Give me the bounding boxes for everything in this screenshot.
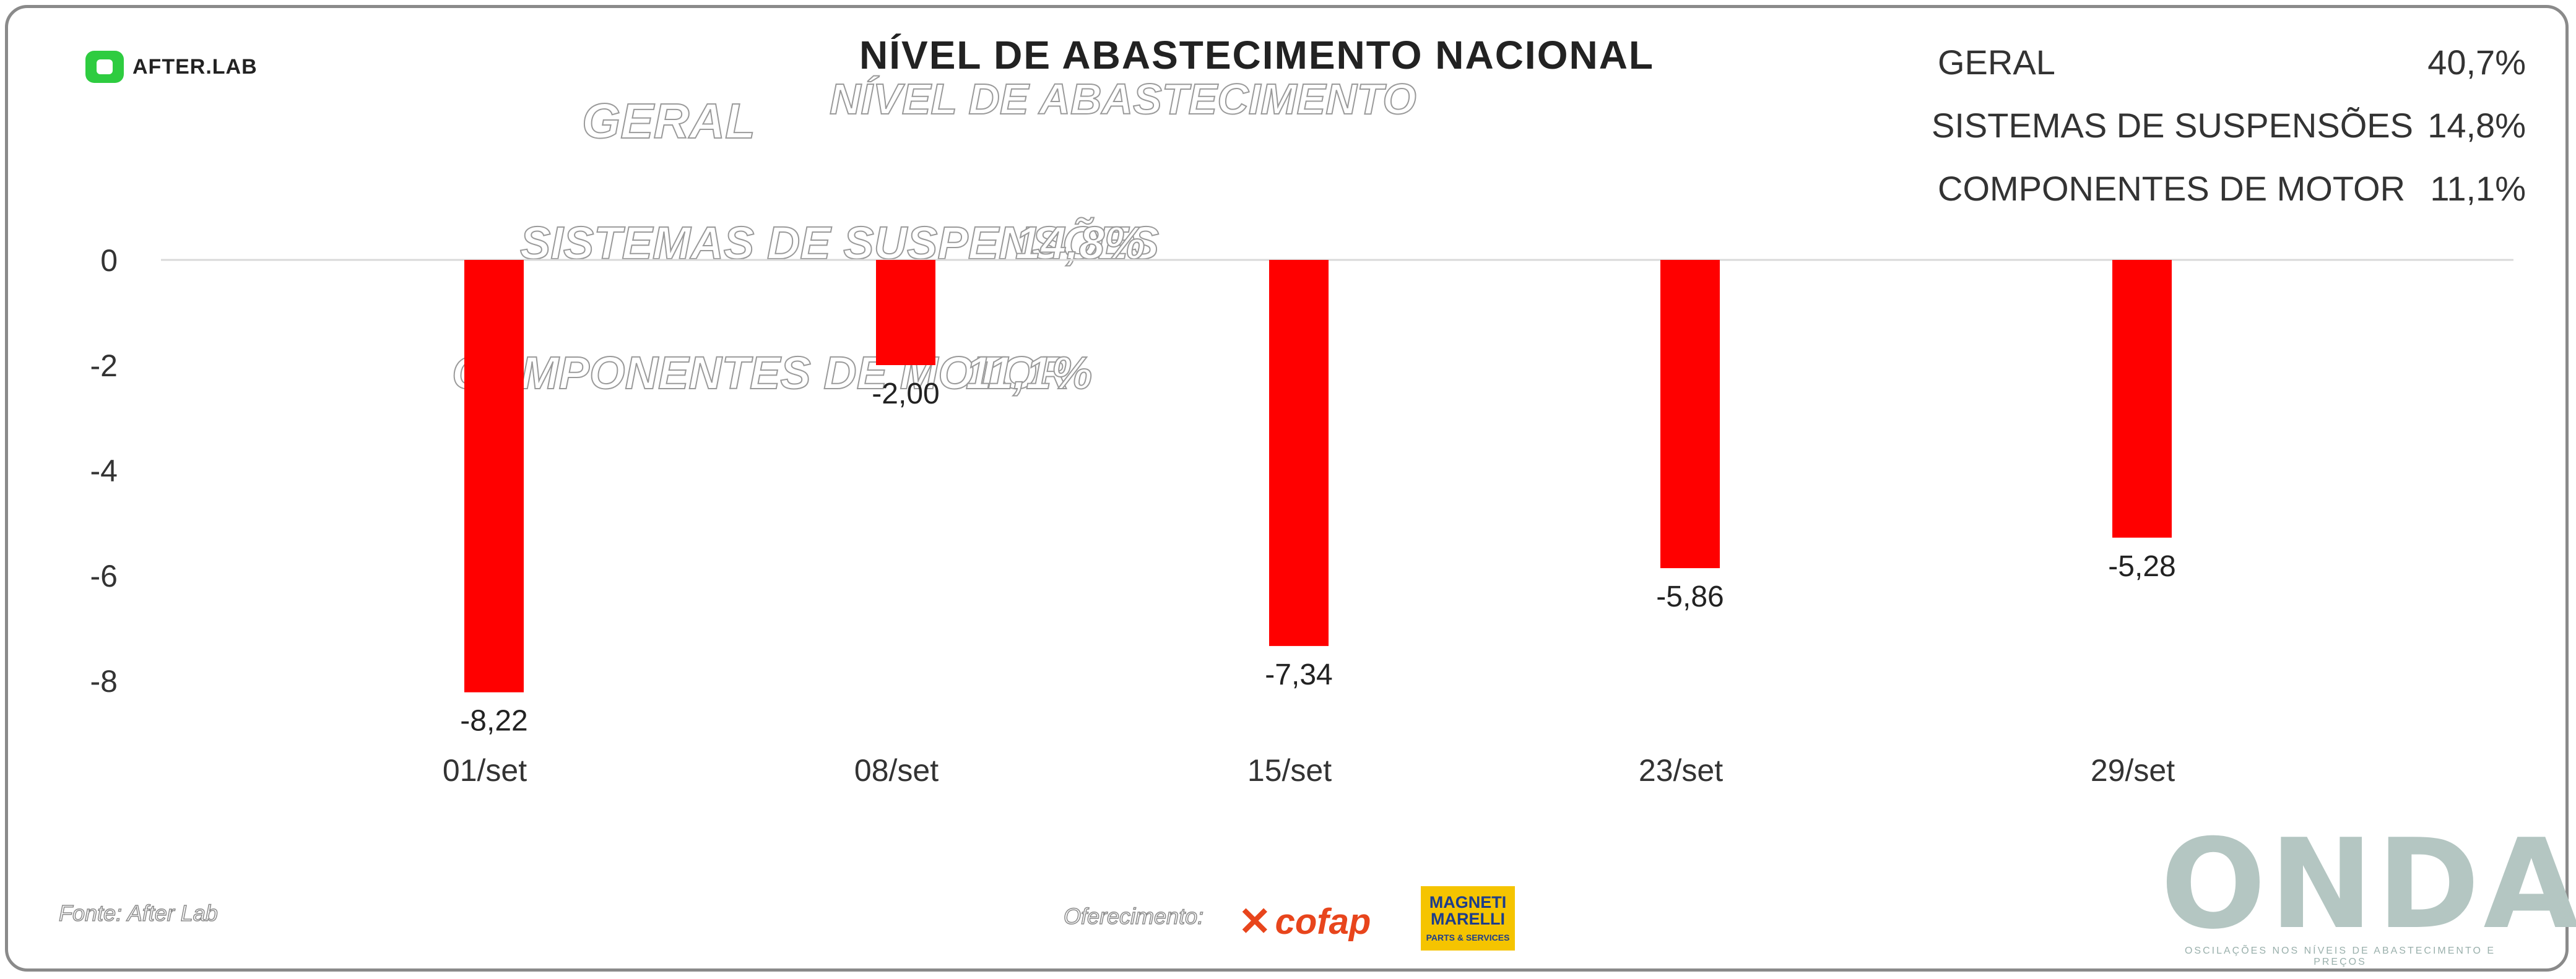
- y-tick-label: -4: [90, 454, 118, 488]
- afterlab-logo: AFTER.LAB: [85, 51, 258, 83]
- onda-logo: ONDA: [2161, 813, 2576, 957]
- x-category-label: 23/set: [1639, 753, 1723, 788]
- bar-value-label: -2,00: [872, 377, 939, 410]
- summary-label-suspensoes: SISTEMAS DE SUSPENSÕES: [1932, 106, 2413, 145]
- marelli-line3: PARTS & SERVICES: [1426, 933, 1510, 942]
- magneti-marelli-logo: MAGNETI MARELLI PARTS & SERVICES: [1421, 886, 1515, 951]
- x-category-label: 08/set: [854, 753, 939, 788]
- bar-value-label: -8,22: [460, 705, 527, 738]
- summary-value-motor: 11,1%: [2430, 169, 2526, 208]
- ghost-text-motor-value: 11,1%: [965, 347, 1093, 399]
- bar: [1660, 260, 1720, 569]
- cofap-logo: ✕ cofap: [1238, 899, 1371, 945]
- onda-tagline: OSCILAÇÕES NOS NÍVEIS DE ABASTECIMENTO E…: [2184, 946, 2496, 967]
- chart-title: NÍVEL DE ABASTECIMENTO NACIONAL: [859, 33, 1654, 77]
- afterlab-logo-text: AFTER.LAB: [132, 54, 258, 79]
- marelli-line2: MARELLI: [1431, 910, 1505, 928]
- y-tick-label: -2: [90, 348, 118, 383]
- source-note: Fonte: After Lab: [58, 900, 218, 926]
- afterlab-logo-icon: [85, 51, 124, 83]
- ghost-text-geral: GERAL: [581, 93, 756, 149]
- bar: [876, 260, 935, 365]
- summary-label-motor: COMPONENTES DE MOTOR: [1938, 169, 2406, 208]
- cofap-logo-icon: ✕: [1238, 899, 1272, 944]
- y-tick-label: -6: [90, 559, 118, 593]
- bar-value-label: -7,34: [1265, 658, 1332, 691]
- x-category-label: 29/set: [2091, 753, 2175, 788]
- y-tick-label: 0: [100, 243, 118, 278]
- summary-value-geral: 40,7%: [2427, 43, 2526, 82]
- summary-label-geral: GERAL: [1938, 43, 2055, 82]
- x-category-label: 15/set: [1247, 753, 1332, 788]
- ghost-text-nivel: NÍVEL DE ABASTECIMENTO: [829, 74, 1417, 124]
- sponsor-label: Oferecimento:: [1063, 903, 1204, 929]
- bar: [464, 260, 524, 692]
- marelli-line1: MAGNETI: [1429, 893, 1507, 912]
- summary-value-suspensoes: 14,8%: [2427, 106, 2526, 145]
- bar-value-label: -5,28: [2108, 550, 2175, 583]
- x-category-label: 01/set: [443, 753, 527, 788]
- y-tick-label: -8: [90, 664, 118, 699]
- cofap-logo-text: cofap: [1275, 902, 1371, 942]
- bar: [1269, 260, 1329, 646]
- ghost-text-motor: COMPONENTES DE MOTOR: [451, 347, 1070, 399]
- bar-value-label: -5,86: [1656, 580, 1724, 613]
- bar: [2112, 260, 2172, 538]
